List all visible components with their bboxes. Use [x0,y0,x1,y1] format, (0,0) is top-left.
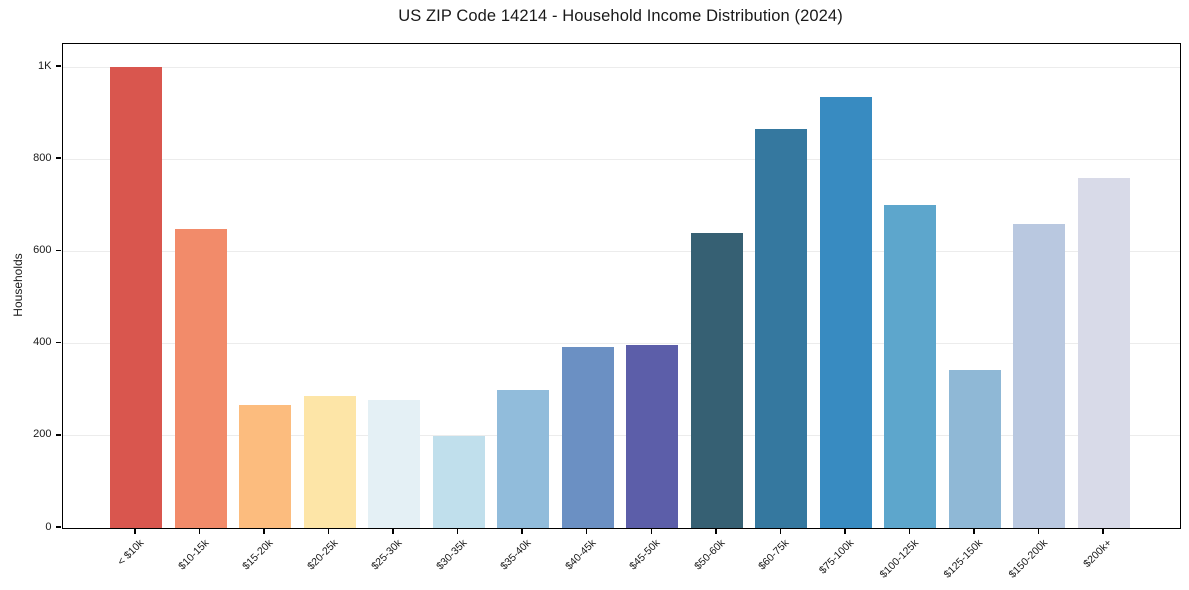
x-tick-label: $150-200k [1006,537,1050,581]
bar-125-150k [948,369,1001,528]
x-tick-label: $200k+ [1081,537,1115,571]
x-tick-label: $45-50k [627,537,663,573]
x-tick-label: $100-125k [877,537,921,581]
x-tick-mark [973,528,975,534]
y-tick-mark [55,157,61,159]
bar-75-100k [819,97,872,528]
x-tick-mark [908,528,911,534]
y-tick-mark [55,341,61,344]
bar-30-35k [432,435,485,528]
y-tick-label: 0 [45,520,52,533]
bar-35-40k [497,389,550,528]
y-tick-mark [55,249,61,252]
x-tick-mark [715,528,717,534]
x-tick-mark [521,528,523,534]
bar-10-15k [174,229,227,528]
y-tick-label: 400 [33,336,52,349]
x-tick-label: $30-35k [433,537,470,573]
gridline-y-200 [63,435,1180,437]
gridline-y-400 [63,343,1180,345]
bar-20-25k [303,395,356,528]
x-tick-label: $25-30k [369,537,405,573]
gridline-y-800 [63,158,1180,160]
y-axis-label: Households [11,253,25,317]
y-tick-mark [55,526,61,528]
x-tick-mark [1102,528,1104,534]
bar-200k [1078,177,1130,528]
bar-45-50k [626,344,679,528]
bar-15-20k [239,404,292,528]
y-tick-mark [55,434,61,436]
plot-area [62,43,1181,529]
x-tick-mark [392,528,394,534]
x-tick-label: $40-45k [562,537,599,573]
x-tick-mark [844,528,846,534]
x-tick-mark [1037,528,1040,534]
bar-150-200k [1013,223,1066,528]
x-tick-label: $75-100k [816,537,857,577]
x-tick-mark [456,528,459,534]
x-tick-mark [327,528,330,534]
x-tick-label: $20-25k [304,537,341,573]
chart-title: US ZIP Code 14214 - Household Income Dis… [398,7,843,25]
x-tick-mark [134,528,136,534]
x-tick-label: $35-40k [498,537,534,573]
bar-40-45k [561,346,614,528]
bar-10k [110,67,162,528]
x-tick-mark [650,528,653,534]
bar-25-30k [368,399,421,528]
y-tick-label: 200 [33,428,52,441]
bar-100-125k [884,205,937,528]
x-tick-label: $15-20k [240,537,276,573]
x-tick-label: $125-150k [941,537,986,581]
y-tick-label: 800 [33,151,52,164]
x-tick-mark [779,528,782,534]
y-tick-mark [55,65,61,67]
bar-60-75k [755,129,808,528]
x-tick-mark [198,528,201,534]
gridline-y-1000 [63,66,1180,68]
x-tick-mark [585,528,588,534]
bar-50-60k [690,232,743,528]
gridline-y-600 [63,250,1180,252]
x-tick-label: < $10k [115,537,147,568]
y-tick-label: 600 [33,243,52,256]
x-tick-mark [263,528,265,534]
y-tick-label: 1K [38,59,52,72]
x-tick-label: $60-75k [756,537,792,573]
x-tick-label: $10-15k [175,537,212,573]
x-tick-label: $50-60k [691,537,728,573]
